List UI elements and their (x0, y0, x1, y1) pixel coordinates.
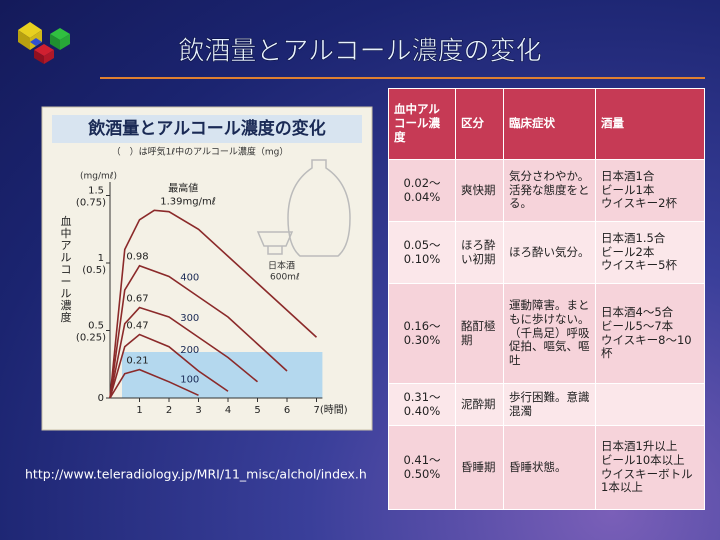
line-series (109, 209, 318, 399)
x-tick-label: 5 (254, 405, 260, 416)
table-cell: 運動障害。まともに歩けない。（千鳥足）呼吸促拍、嘔気、嘔吐 (503, 283, 596, 384)
peak-label: 1.39mg/mℓ (160, 196, 216, 207)
y-unit: (mg/mℓ) (80, 172, 117, 182)
line-series (109, 306, 259, 399)
y-tick-label: 1.5 (88, 186, 104, 197)
table-cell: 気分さわやか。活発な態度をとる。 (503, 159, 596, 222)
peak-label: 0.67 (126, 294, 148, 305)
chart-subtitle: （ ）は呼気1ℓ中のアルコール濃度（mg） (112, 146, 289, 158)
table-cell: 0.02〜0.04% (388, 159, 456, 222)
table-cell: 泥酔期 (455, 383, 504, 426)
slide-title: 飲酒量とアルコール濃度の変化 (178, 37, 541, 67)
table-row: 0.05〜0.10% ほろ酔い初期 ほろ酔い気分。 日本酒1.5合 ビール2本 ウイスキー… (388, 221, 705, 284)
cell-line: 日本酒1升以上 (601, 438, 678, 453)
x-tick-label: 7(時間) (314, 404, 348, 416)
header-cell: 血中アルコール濃度 (388, 88, 456, 160)
breath-label: (0.25) (76, 333, 106, 344)
cell-line: 日本酒1合 (601, 168, 655, 183)
table-cell: 日本酒4〜5合 ビール5〜7本 ウイスキー8〜10杯 (595, 283, 705, 384)
y-label-char: 濃 (61, 298, 72, 312)
y-label-char: ア (61, 239, 72, 252)
cell-line: ウイスキー8〜10杯 (601, 332, 692, 361)
table-cell: 0.16〜0.30% (388, 283, 456, 384)
bottle (256, 159, 351, 257)
y-tick-label: 1 (98, 253, 104, 264)
header-cell: 区分 (455, 88, 504, 160)
drink-label: 日本酒 (268, 260, 295, 272)
breath-label: (0.5) (82, 265, 106, 276)
cell-line: ビール2本 (601, 244, 655, 259)
x-tick-label: 2 (166, 405, 172, 416)
peak-label: 0.21 (126, 356, 148, 367)
cell-line: ビール5〜7本 (601, 318, 674, 333)
cell-line: ウイスキーボトル1本以上 (601, 466, 693, 495)
cell-line: ビール10本以上 (601, 452, 685, 467)
series-label: 400 (180, 273, 199, 284)
y-label-char: ル (61, 287, 72, 300)
cell-line: ビール1本 (601, 182, 655, 197)
table-cell: 昏睡期 (455, 425, 504, 510)
cell-line: 日本酒1.5合 (601, 230, 666, 245)
cell-line: ウイスキー2杯 (601, 196, 677, 211)
amount-label: 600mℓ (270, 273, 300, 283)
table-row: 0.02〜0.04% 爽快期 気分さわやか。活発な態度をとる。 日本酒1合 ビール1本ウ… (388, 159, 705, 222)
peak-label: 0.98 (126, 252, 148, 263)
line-series (109, 333, 229, 399)
table-cell: 0.05〜0.10% (388, 221, 456, 284)
y-label-char: ー (61, 275, 72, 288)
chart-header (52, 115, 362, 143)
cell-line: 日本酒4〜5合 (601, 304, 674, 319)
chart-title: 飲酒量とアルコール濃度の変化 (87, 118, 326, 139)
table-cell: 日本酒1合 ビール1本 ウイスキー2杯 (595, 159, 705, 222)
series-label: 300 (180, 313, 199, 324)
table-row: 0.31〜0.40% 泥酔期 歩行困難。意識混濁 (388, 383, 705, 426)
table-cell: 0.31〜0.40% (388, 383, 456, 426)
series-label: 200 (180, 345, 199, 356)
y-label-char: 度 (61, 310, 72, 324)
table-cell: ほろ酔い初期 (455, 221, 504, 284)
line-series (109, 264, 288, 399)
x-tick-label: 1 (136, 405, 142, 416)
header-cell: 臨床症状 (503, 88, 596, 160)
header-cell: 酒量 (595, 88, 705, 160)
table-cell: ほろ酔い気分。 (503, 221, 596, 284)
series-label: 100 (180, 375, 199, 386)
y-label-char: ル (61, 251, 72, 264)
y-tick-label: 0 (98, 393, 104, 404)
table-cell: 酩酊極期 (455, 283, 504, 384)
x-tick-label: 4 (225, 405, 231, 416)
source-url: http://www.teleradiology.jp/MRI/11_misc/… (25, 467, 367, 482)
table-cell: 歩行困難。意識混濁 (503, 383, 596, 426)
cell-line: ウイスキー5杯 (601, 258, 677, 273)
y-label-char: 血 (61, 214, 72, 228)
table-cell (595, 383, 705, 426)
table-cell: 日本酒1.5合 ビール2本 ウイスキー5杯 (595, 221, 705, 284)
y-tick-label: 0.5 (88, 321, 104, 332)
line-series (109, 368, 199, 399)
peak-annotation: 最高値 (168, 181, 198, 194)
logo (18, 22, 70, 64)
peak-label: 0.47 (126, 321, 148, 332)
table-row: 0.16〜0.30% 酩酊極期 運動障害。まともに歩けない。（千鳥足）呼吸促拍、嘔気… (388, 283, 705, 384)
x-tick-label: 3 (195, 405, 201, 416)
table-row: 0.41〜0.50% 昏睡期 昏睡状態。 日本酒1升以上 ビール10本以上 ウイスキーボト… (388, 425, 705, 510)
table-cell: 日本酒1升以上 ビール10本以上 ウイスキーボトル1本以上 (595, 425, 705, 510)
header-row: 血中アルコール濃度 区分 臨床症状 酒量 (388, 88, 705, 160)
x-tick-label: 6 (284, 405, 290, 416)
table-cell: 0.41〜0.50% (388, 425, 456, 510)
shaded-zone (122, 352, 323, 398)
breath-label: (0.75) (76, 198, 106, 209)
table-cell: 昏睡状態。 (503, 425, 596, 510)
y-label-char: 中 (61, 227, 72, 240)
table: 血中アルコール濃度 区分 臨床症状 酒量 0.02〜0.04% 爽快期 気分さわやか。活発… (388, 88, 705, 510)
table-cell: 爽快期 (455, 159, 504, 222)
y-label-char: コ (61, 263, 72, 276)
